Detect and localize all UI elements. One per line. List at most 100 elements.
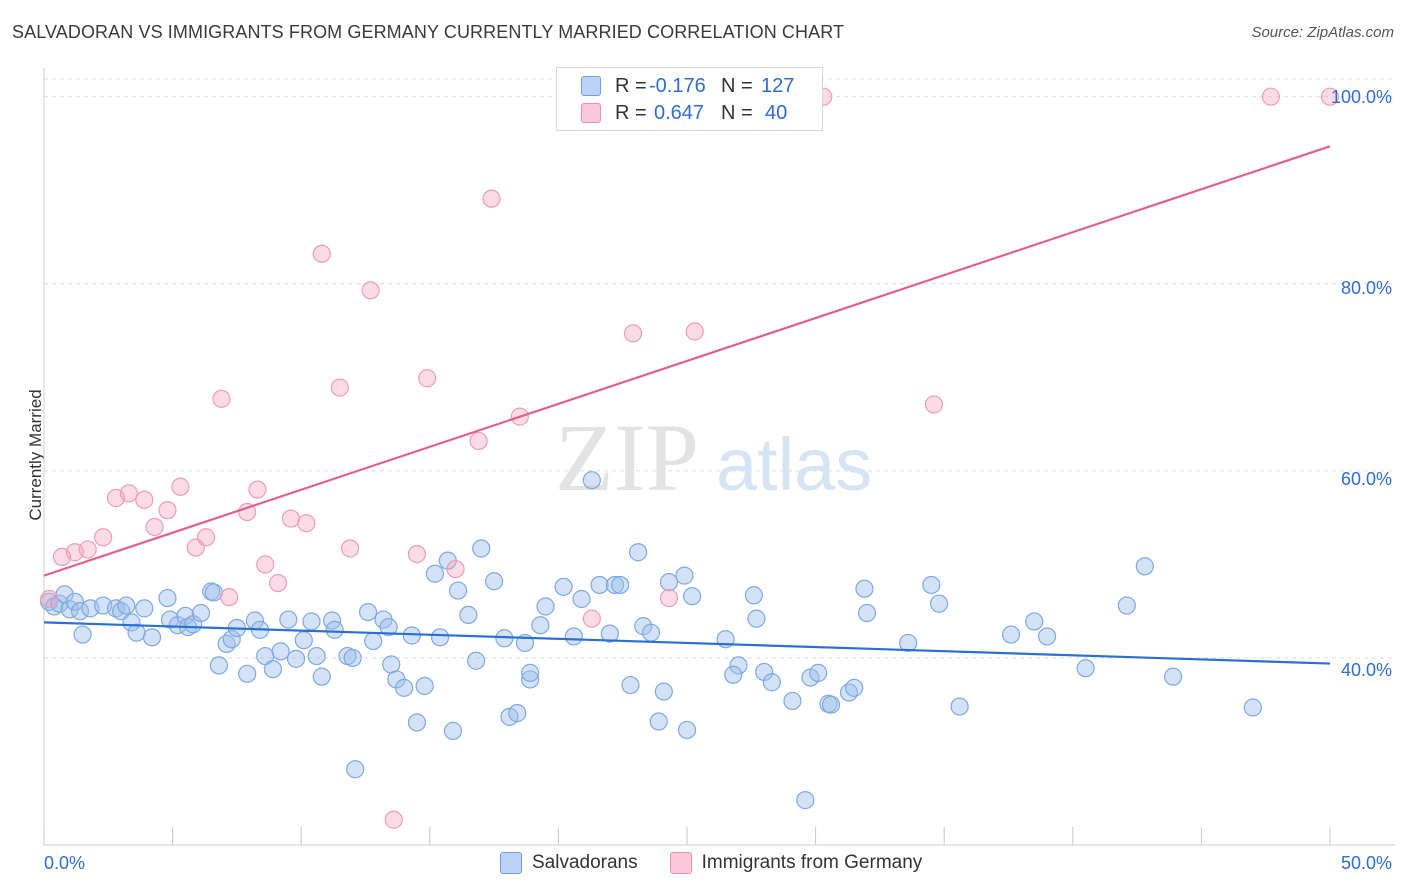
data-point-salvadorans [402, 626, 421, 645]
data-point-salvadorans [796, 791, 815, 810]
data-point-germany [582, 609, 601, 628]
data-point-salvadorans [590, 575, 609, 595]
data-point-salvadorans [1037, 627, 1057, 646]
data-point-salvadorans [312, 667, 331, 686]
data-point-salvadorans [724, 665, 743, 684]
data-point-salvadorans [117, 596, 136, 615]
data-point-salvadorans [809, 663, 828, 682]
data-point-salvadorans [191, 603, 210, 623]
data-point-germany [256, 555, 275, 574]
data-point-salvadorans [294, 631, 313, 650]
data-point-salvadorans [286, 649, 306, 668]
data-point-salvadorans [65, 592, 84, 611]
data-point-salvadorans [521, 670, 540, 689]
data-point-germany [312, 244, 331, 263]
data-point-salvadorans [158, 588, 177, 608]
data-point-germany [469, 431, 488, 451]
legend-swatch-pink [669, 852, 692, 874]
axes [43, 68, 1395, 846]
legend-item-germany: Immigrants from Germany [669, 852, 922, 874]
data-point-salvadorans [302, 612, 321, 631]
data-point-germany [281, 509, 301, 528]
data-point-salvadorans [857, 603, 877, 623]
data-point-germany [659, 588, 679, 608]
data-point-salvadorans [762, 673, 781, 692]
data-point-salvadorans [472, 539, 491, 558]
data-point-salvadorans [343, 648, 362, 668]
data-point-salvadorans [783, 691, 802, 711]
y-tick-100: 100.0% [1330, 87, 1392, 107]
data-point-salvadorans [621, 675, 640, 695]
data-point-salvadorans [325, 620, 344, 639]
data-point-salvadorans [222, 630, 241, 649]
data-point-germany [361, 281, 380, 300]
data-point-germany [196, 528, 216, 547]
data-point-salvadorans [845, 678, 864, 697]
data-point-salvadorans [70, 602, 90, 621]
data-point-salvadorans [508, 704, 527, 723]
data-point-salvadorans [1076, 659, 1095, 678]
data-point-salvadorans [899, 633, 918, 653]
data-point-salvadorans [364, 631, 383, 651]
data-point-salvadorans [821, 695, 841, 714]
data-point-germany [40, 589, 59, 609]
data-point-salvadorans [204, 583, 223, 602]
data-point-germany [158, 501, 177, 520]
data-point-germany [1320, 87, 1340, 106]
r-value: -0.176 [649, 74, 706, 97]
data-point-germany [330, 378, 349, 397]
data-point-salvadorans [106, 599, 126, 618]
data-point-germany [212, 389, 231, 408]
data-point-salvadorans [459, 605, 478, 625]
gridlines [44, 78, 1395, 659]
data-point-salvadorans [629, 543, 648, 562]
data-point-germany [1261, 87, 1280, 106]
data-point-germany [248, 480, 267, 499]
data-point-germany [268, 573, 288, 593]
data-point-germany [145, 517, 164, 537]
data-point-salvadorans [600, 624, 619, 643]
legend-label-salvadorans: Salvadorans [532, 852, 638, 873]
data-point-salvadorans [531, 616, 550, 635]
data-point-germany [418, 369, 437, 388]
data-point-germany [119, 484, 138, 503]
data-point-germany [482, 189, 501, 208]
data-point-salvadorans [536, 597, 555, 616]
data-point-salvadorans [448, 581, 468, 600]
data-point-germany [94, 528, 113, 547]
data-point-germany [220, 588, 239, 607]
data-point-salvadorans [127, 623, 146, 642]
data-point-salvadorans [677, 720, 697, 740]
data-point-salvadorans [659, 573, 679, 592]
data-point-salvadorans [135, 599, 154, 618]
data-point-germany [340, 539, 360, 558]
data-point-salvadorans [263, 660, 283, 679]
data-point-germany [384, 810, 403, 829]
stats-row-salvadorans: R = -0.176 N = 127 [581, 74, 794, 98]
data-point-salvadorans [346, 760, 365, 779]
data-point-salvadorans [415, 676, 434, 696]
n-label: N = [721, 101, 753, 124]
data-point-salvadorans [271, 642, 290, 661]
data-point-salvadorans [1135, 557, 1154, 576]
stats-legend: R = -0.176 N = 127 R = 0.647 N = 40 [556, 67, 823, 131]
data-point-salvadorans [744, 586, 763, 605]
data-point-germany [135, 490, 154, 509]
data-point-salvadorans [605, 575, 625, 595]
y-tick-40: 40.0% [1340, 660, 1392, 680]
stats-row-germany: R = 0.647 N = 40 [581, 101, 787, 125]
data-point-salvadorans [641, 623, 661, 642]
data-point-salvadorans [307, 646, 326, 666]
data-point-salvadorans [358, 602, 378, 622]
data-point-salvadorans [1117, 596, 1136, 615]
r-value: 0.647 [654, 101, 705, 124]
trend-line-germany [43, 145, 1331, 577]
data-point-salvadorans [950, 697, 969, 716]
data-point-salvadorans [142, 628, 162, 647]
r-label: R = [615, 74, 647, 97]
source-label: Source: ZipAtlas.com [1251, 24, 1394, 41]
data-point-salvadorans [1243, 698, 1262, 717]
data-point-salvadorans [50, 594, 69, 613]
r-label: R = [615, 101, 647, 124]
